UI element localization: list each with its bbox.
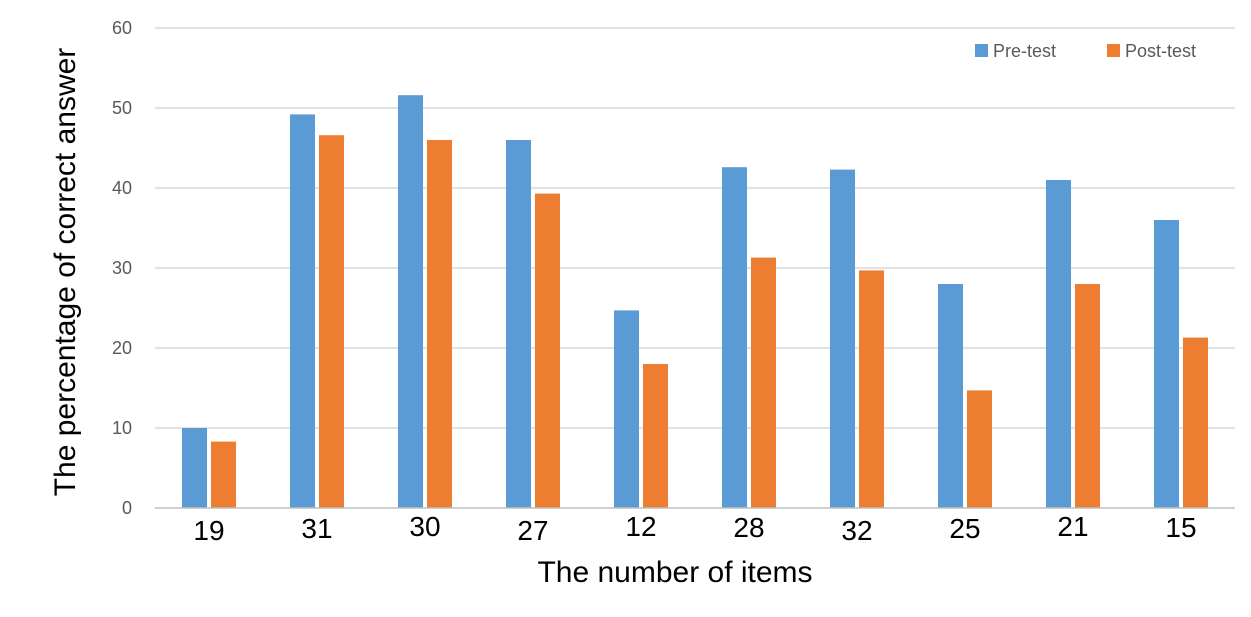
x-tick-label: 28 (733, 512, 764, 543)
x-tick-label: 21 (1057, 511, 1088, 542)
x-tick-label: 27 (517, 515, 548, 546)
y-tick-label: 30 (112, 258, 132, 278)
y-tick-label: 20 (112, 338, 132, 358)
bars (182, 95, 1208, 509)
bar-pre-test-32 (830, 169, 855, 508)
legend-swatch-post-test (1107, 44, 1120, 57)
bar-pre-test-15 (1154, 220, 1179, 508)
x-tick-label: 30 (409, 511, 440, 542)
bar-post-test-27 (535, 193, 560, 508)
bar-post-test-28 (751, 257, 776, 508)
bar-pre-test-21 (1046, 180, 1071, 508)
y-tick-label: 0 (122, 498, 132, 518)
x-tick-label: 25 (949, 513, 980, 544)
bar-post-test-12 (643, 364, 668, 508)
legend-label-pre-test: Pre-test (993, 41, 1056, 61)
bar-post-test-21 (1075, 284, 1100, 508)
bar-post-test-15 (1183, 337, 1208, 508)
x-tick-label: 31 (301, 513, 332, 544)
y-axis-tick-labels: 0 10 20 30 40 50 60 (112, 18, 132, 518)
y-tick-label: 60 (112, 18, 132, 38)
y-tick-label: 40 (112, 178, 132, 198)
bar-pre-test-25 (938, 284, 963, 508)
y-tick-label: 10 (112, 418, 132, 438)
y-axis-title: The percentage of correct answer (49, 48, 82, 497)
x-tick-label: 19 (193, 515, 224, 546)
x-axis-tick-labels: 19 31 30 27 12 28 32 25 21 15 (193, 511, 1196, 546)
y-tick-label: 50 (112, 98, 132, 118)
bar-pre-test-28 (722, 167, 747, 508)
legend: Pre-test Post-test (975, 41, 1196, 61)
bar-post-test-32 (859, 270, 884, 508)
bar-post-test-31 (319, 135, 344, 508)
x-tick-label: 32 (841, 515, 872, 546)
legend-swatch-pre-test (975, 44, 988, 57)
bar-pre-test-31 (290, 114, 315, 509)
legend-label-post-test: Post-test (1125, 41, 1196, 61)
x-axis-title: The number of items (537, 556, 812, 589)
bar-pre-test-27 (506, 140, 531, 508)
bar-post-test-19 (211, 441, 236, 508)
bar-pre-test-19 (182, 428, 207, 508)
bar-post-test-25 (967, 390, 992, 508)
x-tick-label: 15 (1165, 512, 1196, 543)
bar-pre-test-12 (614, 310, 639, 508)
gridlines (155, 27, 1235, 429)
bar-post-test-30 (427, 140, 452, 508)
x-tick-label: 12 (625, 511, 656, 542)
bar-pre-test-30 (398, 95, 423, 508)
